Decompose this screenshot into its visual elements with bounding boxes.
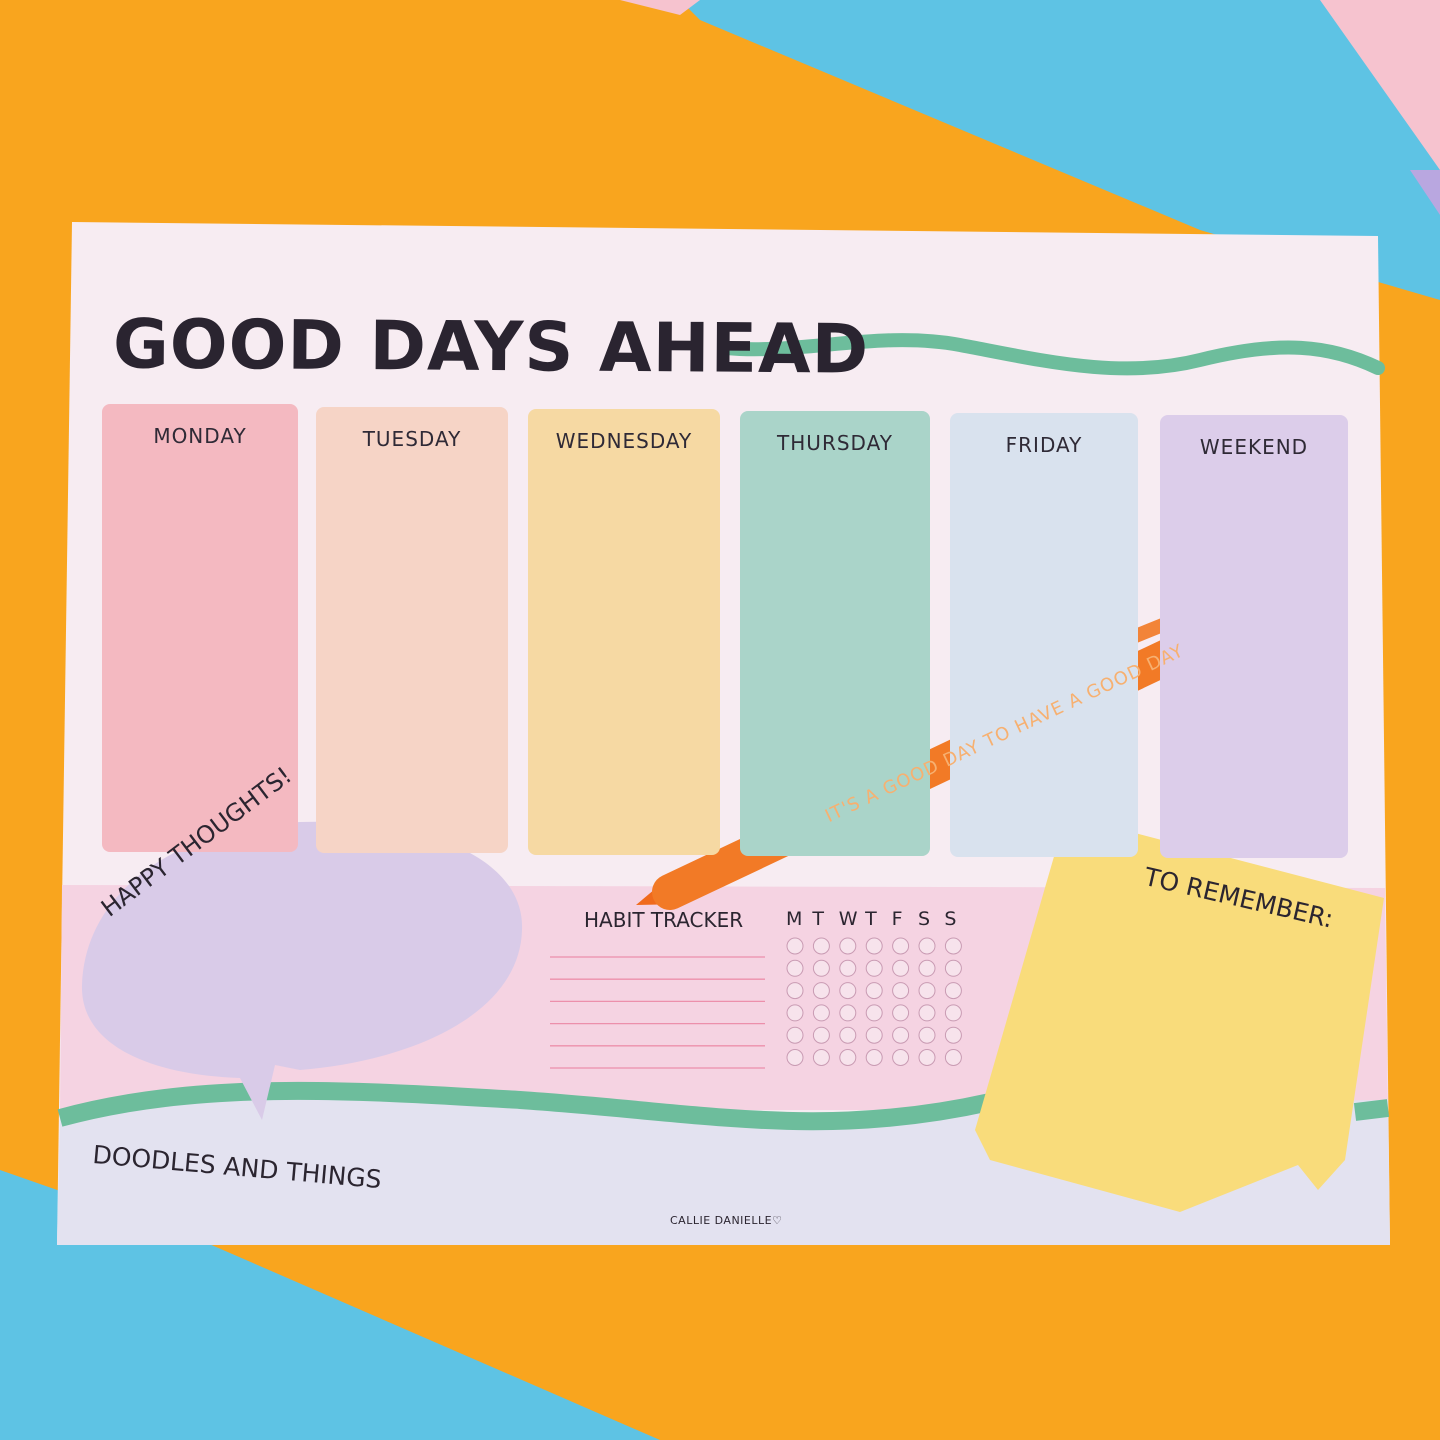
day-label: TUESDAY	[362, 427, 462, 451]
habit-checkbox[interactable]	[865, 959, 883, 977]
weekday-letter: F	[891, 908, 903, 930]
day-label: FRIDAY	[1005, 433, 1083, 457]
habit-checkbox[interactable]	[918, 1026, 936, 1044]
habit-checkbox[interactable]	[892, 1004, 910, 1022]
habit-checkbox[interactable]	[865, 1004, 883, 1022]
habit-checkbox[interactable]	[944, 937, 962, 955]
habit-checkbox[interactable]	[944, 1026, 962, 1044]
page-title: GOOD DAYS AHEAD	[112, 305, 870, 390]
day-column-wednesday[interactable]: WEDNESDAY	[528, 409, 720, 855]
weekday-letter: T	[865, 908, 877, 930]
day-column-monday[interactable]: MONDAY	[102, 404, 298, 852]
day-column-tuesday[interactable]: TUESDAY	[316, 407, 508, 853]
background-pink-corner	[1320, 0, 1440, 170]
habit-checkbox[interactable]	[812, 1026, 830, 1044]
habit-checkbox[interactable]	[839, 959, 857, 977]
habit-checkbox[interactable]	[839, 937, 857, 955]
habit-checkbox[interactable]	[786, 982, 804, 1000]
habit-checkbox[interactable]	[786, 959, 804, 977]
habit-checkbox[interactable]	[944, 1049, 962, 1066]
habit-checkbox[interactable]	[812, 959, 830, 977]
bottom-wave-right	[1353, 1099, 1390, 1121]
habit-checkbox[interactable]	[786, 1004, 804, 1022]
habit-weekday-letters: M T W T F S S	[786, 908, 971, 930]
habit-checkbox[interactable]	[892, 1049, 910, 1066]
habit-checkbox[interactable]	[786, 1026, 804, 1044]
habit-checkbox[interactable]	[892, 937, 910, 955]
habit-checkbox[interactable]	[839, 1049, 857, 1066]
brand-signature: CALLIE DANIELLE♡	[670, 1214, 783, 1227]
habit-lines	[550, 956, 765, 1069]
habit-checkbox[interactable]	[812, 1049, 830, 1066]
bottom-wave	[57, 1081, 992, 1131]
habit-checkbox[interactable]	[839, 1026, 857, 1044]
habit-checkbox[interactable]	[786, 937, 804, 955]
day-label: WEEKEND	[1199, 435, 1309, 459]
day-column-weekend[interactable]: WEEKEND	[1160, 415, 1348, 858]
weekday-letter: T	[812, 908, 824, 930]
habit-checkbox[interactable]	[944, 1004, 962, 1022]
habit-checkbox[interactable]	[918, 959, 936, 977]
habit-checkbox[interactable]	[865, 937, 883, 955]
habit-circle-grid	[786, 937, 962, 1066]
day-label: MONDAY	[153, 424, 247, 448]
day-label: WEDNESDAY	[555, 429, 693, 453]
habit-checkbox[interactable]	[839, 982, 857, 1000]
background-purple-strip	[1410, 170, 1440, 215]
habit-checkbox[interactable]	[865, 982, 883, 1000]
habit-checkbox[interactable]	[786, 1049, 804, 1066]
habit-checkbox[interactable]	[865, 1049, 883, 1066]
speech-bubble	[81, 821, 523, 1120]
title-wave	[719, 333, 1385, 376]
weekday-letter: S	[917, 908, 931, 930]
habit-checkbox[interactable]	[812, 1004, 830, 1022]
habit-checkbox[interactable]	[812, 937, 830, 955]
habit-checkbox[interactable]	[812, 982, 830, 1000]
habit-tracker-title: HABIT TRACKER	[584, 908, 744, 932]
day-label: THURSDAY	[777, 431, 893, 455]
habit-checkbox[interactable]	[839, 1004, 857, 1022]
habit-checkbox[interactable]	[918, 937, 936, 955]
habit-checkbox[interactable]	[944, 959, 962, 977]
habit-checkbox[interactable]	[865, 1026, 883, 1044]
habit-checkbox[interactable]	[892, 982, 910, 1000]
habit-checkbox[interactable]	[892, 959, 910, 977]
weekday-letter: M	[786, 908, 803, 930]
sticky-note	[975, 815, 1384, 1212]
weekday-letter: S	[944, 908, 957, 930]
background-blue-top	[680, 0, 1440, 300]
habit-checkbox[interactable]	[944, 982, 962, 1000]
habit-checkbox[interactable]	[918, 1004, 936, 1022]
day-column-thursday[interactable]: THURSDAY	[740, 411, 930, 856]
background-pink-topleft	[620, 0, 700, 15]
habit-checkbox[interactable]	[892, 1026, 910, 1044]
weekday-letter: W	[838, 908, 858, 930]
habit-checkbox[interactable]	[918, 1049, 936, 1066]
day-column-friday[interactable]: FRIDAY	[950, 413, 1138, 857]
habit-checkbox[interactable]	[918, 982, 936, 1000]
